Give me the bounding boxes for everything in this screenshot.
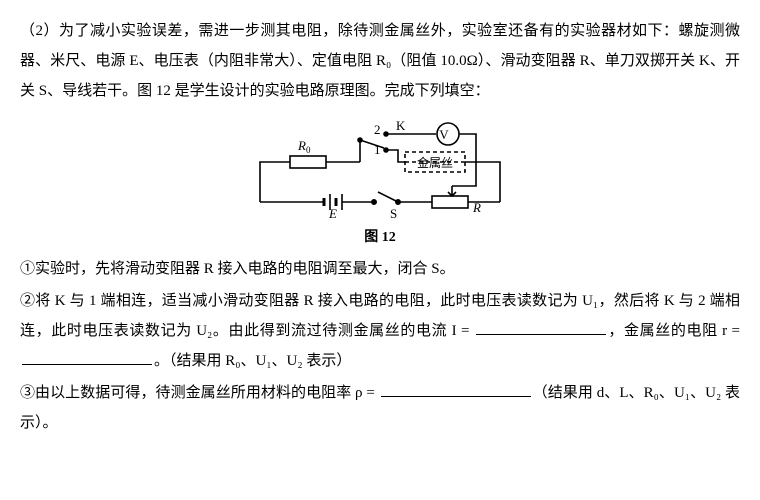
- blank-current-I[interactable]: [476, 318, 606, 335]
- figure-caption: 图 12: [20, 224, 740, 252]
- blank-resistivity-rho[interactable]: [381, 380, 531, 397]
- label-R0: R0: [297, 138, 311, 155]
- step3-text-a: ③由以上数据可得，待测金属丝所用材料的电阻率 ρ =: [20, 385, 379, 401]
- label-R: R: [472, 200, 481, 215]
- circuit-figure: R0 E S K 2 1 V 金属丝 R 图 12: [20, 112, 740, 252]
- blank-resistance-r[interactable]: [22, 348, 152, 365]
- label-S: S: [390, 206, 397, 221]
- step2-text-c: 。（结果用 R₀、U₁、U₂ 表示）: [154, 353, 351, 369]
- label-terminal-2: 2: [374, 122, 381, 137]
- paragraph-intro: （2）为了减小实验误差，需进一步测其电阻，除待测金属丝外，实验室还备有的实验器材…: [20, 16, 740, 106]
- label-wire: 金属丝: [417, 155, 453, 170]
- paragraph-step1: ①实验时，先将滑动变阻器 R 接入电路的电阻调至最大，闭合 S。: [20, 254, 740, 284]
- step2-text-b: ，金属丝的电阻 r =: [608, 323, 740, 339]
- label-E: E: [328, 206, 337, 221]
- label-K: K: [396, 118, 406, 133]
- label-V: V: [439, 127, 449, 142]
- paragraph-step3: ③由以上数据可得，待测金属丝所用材料的电阻率 ρ = （结果用 d、L、R₀、U…: [20, 378, 740, 438]
- paragraph-step2: ②将 K 与 1 端相连，适当减小滑动变阻器 R 接入电路的电阻，此时电压表读数…: [20, 286, 740, 376]
- label-terminal-1: 1: [374, 142, 381, 157]
